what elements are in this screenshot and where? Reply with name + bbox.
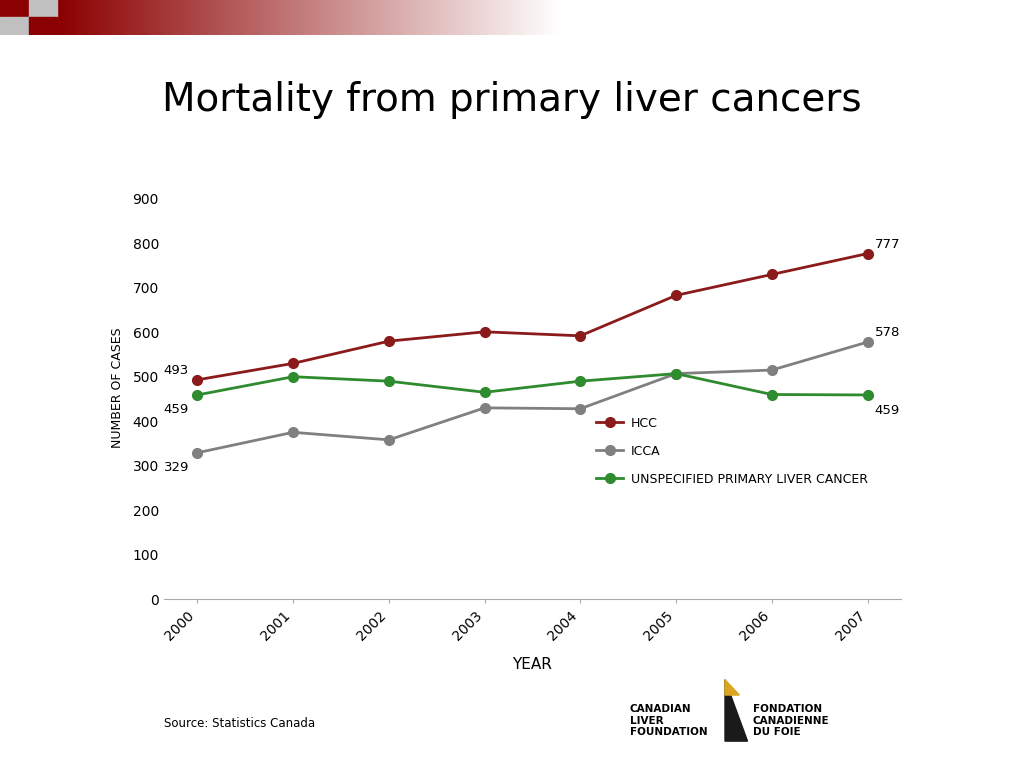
Text: 329: 329: [164, 461, 189, 474]
Text: 459: 459: [164, 403, 189, 416]
Text: 493: 493: [164, 364, 189, 377]
Text: CANADIAN
LIVER
FOUNDATION: CANADIAN LIVER FOUNDATION: [630, 704, 708, 737]
X-axis label: YEAR: YEAR: [513, 657, 552, 672]
HCC: [574, 331, 587, 340]
Bar: [29, 17, 57, 35]
HCC: [191, 376, 204, 385]
Text: 459: 459: [874, 405, 900, 417]
Text: Mortality from primary liver cancers: Mortality from primary liver cancers: [162, 81, 862, 118]
HCC: [287, 359, 299, 368]
Bar: [0, 17, 29, 35]
Text: FONDATION
CANADIENNE
DU FOIE: FONDATION CANADIENNE DU FOIE: [753, 704, 829, 737]
UNSPECIFIED PRIMARY LIVER CANCER: [861, 390, 873, 399]
UNSPECIFIED PRIMARY LIVER CANCER: [478, 388, 490, 397]
Text: 578: 578: [874, 326, 900, 339]
HCC: [478, 327, 490, 336]
ICCA: [383, 435, 395, 445]
UNSPECIFIED PRIMARY LIVER CANCER: [383, 376, 395, 386]
Bar: [29, 0, 57, 17]
ICCA: [670, 369, 682, 378]
Text: 777: 777: [874, 238, 900, 251]
ICCA: [287, 428, 299, 437]
Y-axis label: NUMBER OF CASES: NUMBER OF CASES: [112, 327, 124, 449]
ICCA: [766, 366, 778, 375]
HCC: [861, 249, 873, 258]
UNSPECIFIED PRIMARY LIVER CANCER: [191, 390, 204, 399]
ICCA: [861, 337, 873, 346]
Legend: HCC, ICCA, UNSPECIFIED PRIMARY LIVER CANCER: HCC, ICCA, UNSPECIFIED PRIMARY LIVER CAN…: [591, 412, 872, 491]
UNSPECIFIED PRIMARY LIVER CANCER: [574, 376, 587, 386]
Line: HCC: HCC: [193, 249, 872, 385]
Line: UNSPECIFIED PRIMARY LIVER CANCER: UNSPECIFIED PRIMARY LIVER CANCER: [193, 369, 872, 400]
ICCA: [191, 449, 204, 458]
Line: ICCA: ICCA: [193, 337, 872, 458]
Bar: [0, 0, 29, 17]
Text: Source: Statistics Canada: Source: Statistics Canada: [164, 717, 315, 730]
HCC: [766, 270, 778, 279]
HCC: [670, 291, 682, 300]
ICCA: [574, 404, 587, 413]
UNSPECIFIED PRIMARY LIVER CANCER: [287, 372, 299, 382]
UNSPECIFIED PRIMARY LIVER CANCER: [766, 390, 778, 399]
ICCA: [478, 403, 490, 412]
UNSPECIFIED PRIMARY LIVER CANCER: [670, 369, 682, 378]
HCC: [383, 336, 395, 346]
